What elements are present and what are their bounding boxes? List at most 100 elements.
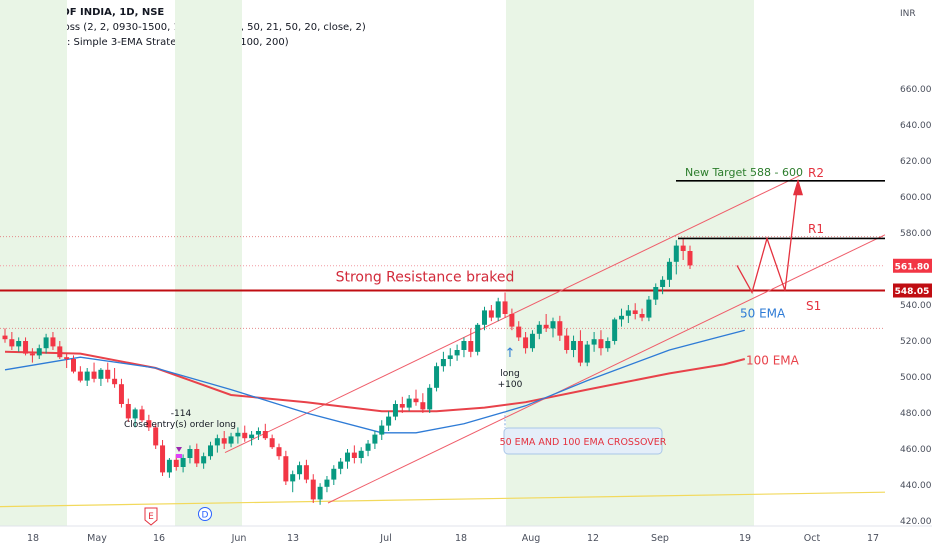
candle[interactable] xyxy=(64,357,70,359)
candle[interactable] xyxy=(666,261,672,280)
candle[interactable] xyxy=(2,335,8,340)
candle[interactable] xyxy=(550,321,556,329)
candle[interactable] xyxy=(420,402,426,410)
candle[interactable] xyxy=(331,468,337,480)
candle[interactable] xyxy=(680,245,686,251)
candle[interactable] xyxy=(262,431,268,439)
candle[interactable] xyxy=(214,438,220,446)
candle[interactable] xyxy=(283,456,289,482)
candle[interactable] xyxy=(255,431,261,435)
candle[interactable] xyxy=(338,461,344,469)
candle[interactable] xyxy=(577,341,583,363)
candle[interactable] xyxy=(71,359,76,372)
candle[interactable] xyxy=(276,447,282,457)
candle[interactable] xyxy=(454,350,460,356)
candle[interactable] xyxy=(208,445,213,457)
candle[interactable] xyxy=(303,465,309,480)
candle[interactable] xyxy=(406,398,412,408)
candle[interactable] xyxy=(187,449,193,458)
candle[interactable] xyxy=(440,359,446,367)
candle[interactable] xyxy=(201,456,207,464)
candle[interactable] xyxy=(653,287,659,300)
candle[interactable] xyxy=(673,245,679,262)
candle[interactable] xyxy=(351,452,357,458)
candle[interactable] xyxy=(447,355,453,359)
candle[interactable] xyxy=(43,337,49,349)
candle[interactable] xyxy=(358,450,364,458)
candle[interactable] xyxy=(482,310,487,325)
candle[interactable] xyxy=(461,341,467,350)
candle[interactable] xyxy=(180,458,186,467)
candle[interactable] xyxy=(98,369,104,379)
channel-lower[interactable] xyxy=(327,234,886,504)
candle[interactable] xyxy=(468,341,474,352)
candle[interactable] xyxy=(612,319,618,341)
candle[interactable] xyxy=(235,432,241,437)
candle[interactable] xyxy=(379,425,385,435)
earnings-marker-icon[interactable] xyxy=(144,507,158,526)
candle[interactable] xyxy=(475,324,481,352)
candle[interactable] xyxy=(310,479,316,500)
candle[interactable] xyxy=(228,436,234,444)
candle[interactable] xyxy=(9,339,15,347)
candle[interactable] xyxy=(118,384,124,404)
candle[interactable] xyxy=(605,341,611,349)
candle[interactable] xyxy=(324,479,330,487)
candle[interactable] xyxy=(523,337,529,349)
candle[interactable] xyxy=(345,452,350,462)
candle[interactable] xyxy=(57,346,63,358)
dividend-marker-icon[interactable] xyxy=(198,507,212,521)
candle[interactable] xyxy=(297,465,303,475)
candle[interactable] xyxy=(249,434,255,439)
candle[interactable] xyxy=(91,371,97,379)
candle[interactable] xyxy=(105,369,111,379)
candle[interactable] xyxy=(488,310,494,318)
candle[interactable] xyxy=(153,427,159,446)
candle[interactable] xyxy=(516,326,522,338)
candle[interactable] xyxy=(23,341,29,354)
candle[interactable] xyxy=(16,341,22,347)
candle[interactable] xyxy=(639,314,645,318)
candle[interactable] xyxy=(290,474,296,482)
candle[interactable] xyxy=(166,459,172,473)
candle[interactable] xyxy=(194,449,200,464)
candle[interactable] xyxy=(399,404,405,408)
candle[interactable] xyxy=(50,337,56,347)
candle[interactable] xyxy=(132,409,138,419)
candle[interactable] xyxy=(687,251,693,266)
candle[interactable] xyxy=(584,344,590,363)
candle[interactable] xyxy=(84,371,90,381)
candle[interactable] xyxy=(591,339,597,345)
candle[interactable] xyxy=(434,366,440,388)
candle[interactable] xyxy=(392,404,398,417)
candle[interactable] xyxy=(536,324,542,334)
candle[interactable] xyxy=(317,486,323,500)
candle[interactable] xyxy=(413,398,419,403)
candle[interactable] xyxy=(146,420,152,428)
candle[interactable] xyxy=(386,416,392,426)
candle[interactable] xyxy=(598,339,604,349)
candle[interactable] xyxy=(502,301,508,314)
candle[interactable] xyxy=(625,310,631,316)
candle[interactable] xyxy=(29,353,35,356)
candle[interactable] xyxy=(495,301,501,318)
candle[interactable] xyxy=(36,348,42,356)
crossover-callout[interactable] xyxy=(503,427,663,455)
candle[interactable] xyxy=(112,378,118,385)
candle[interactable] xyxy=(173,459,179,467)
candle[interactable] xyxy=(269,438,275,448)
candle[interactable] xyxy=(646,299,652,318)
candle[interactable] xyxy=(139,409,145,421)
candle[interactable] xyxy=(557,321,563,336)
candle[interactable] xyxy=(571,341,577,350)
candle[interactable] xyxy=(660,279,666,287)
candle[interactable] xyxy=(619,315,624,320)
candle[interactable] xyxy=(242,432,248,439)
candle[interactable] xyxy=(77,371,83,381)
candle[interactable] xyxy=(632,310,638,314)
candle[interactable] xyxy=(564,335,570,350)
indicator-2-legend[interactable]: Algo Trading: Simple 3-EMA Strategy (2, … xyxy=(5,37,289,48)
candle[interactable] xyxy=(509,314,515,327)
ema50-line[interactable] xyxy=(4,329,745,434)
